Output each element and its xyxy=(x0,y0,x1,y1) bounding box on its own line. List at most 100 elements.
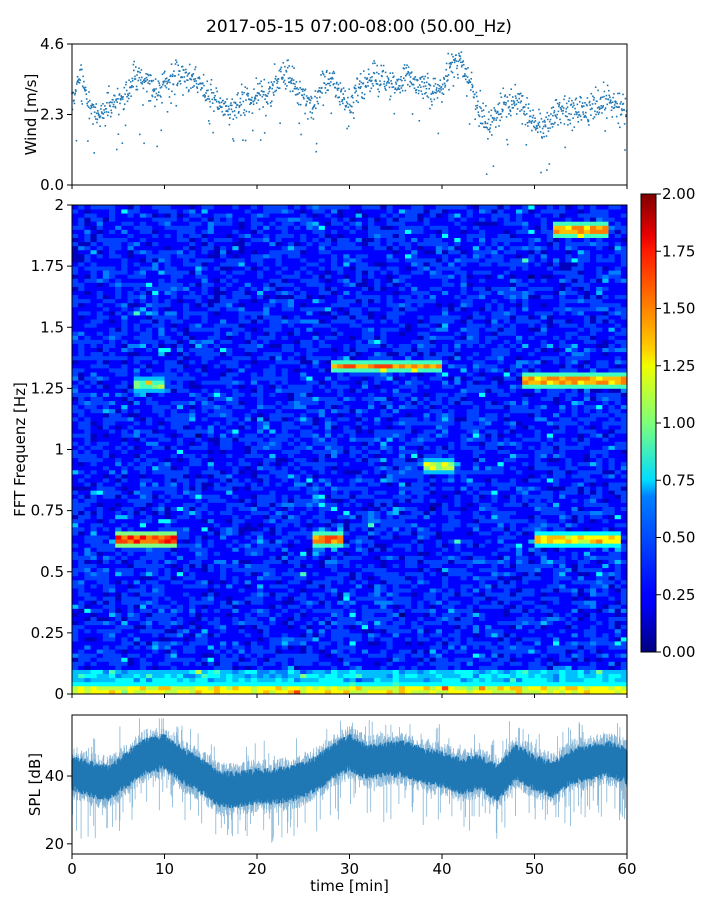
spectrogram-cell xyxy=(609,502,628,506)
spectrogram-cell xyxy=(442,645,449,649)
wind-point xyxy=(243,101,245,103)
spectrogram-cell xyxy=(584,535,609,539)
wind-point xyxy=(542,121,544,123)
spectrogram-cell xyxy=(615,686,622,690)
spectrogram-cell xyxy=(510,454,517,458)
spectrogram-cell xyxy=(306,519,313,523)
spectrogram-cell xyxy=(399,686,406,690)
spectrogram-cell xyxy=(319,653,326,657)
spectrogram-cell xyxy=(177,441,184,445)
spectrogram-cell xyxy=(263,458,276,462)
spectrogram-cell xyxy=(498,641,511,645)
spectrogram-cell xyxy=(177,600,190,604)
spectrogram-cell xyxy=(189,486,196,490)
spectrogram-cell xyxy=(294,625,301,629)
spectrogram-cell xyxy=(152,576,159,580)
wind-point xyxy=(316,143,318,145)
wind-point xyxy=(348,106,350,108)
spectrogram-cell xyxy=(590,657,597,661)
spectrogram-cell xyxy=(572,580,597,584)
spectrogram-cell xyxy=(115,621,122,625)
spectrogram-cell xyxy=(140,613,147,617)
spectrogram-cell xyxy=(541,441,548,445)
spectrogram-cell xyxy=(368,547,375,551)
spectrogram-cell xyxy=(473,600,480,604)
spectrogram-cell xyxy=(417,515,424,519)
spectrogram-cell xyxy=(251,600,264,604)
spectrogram-cell xyxy=(528,613,547,617)
spectrogram-cell xyxy=(84,588,103,592)
spectrogram-cell xyxy=(399,670,406,674)
spectrogram-cell xyxy=(350,445,357,449)
spectrogram-cell xyxy=(541,535,548,539)
spectrogram-cell xyxy=(350,564,357,568)
spectrogram-cell xyxy=(146,474,165,478)
wind-point xyxy=(235,107,237,109)
spectrogram-cell xyxy=(387,458,394,462)
spectrogram-cell xyxy=(276,498,283,502)
spectrogram-cell xyxy=(442,629,455,633)
spectrogram-cell xyxy=(442,649,449,653)
spectrogram-cell xyxy=(510,572,517,576)
spectrogram-cell xyxy=(306,588,325,592)
spectrogram-cell xyxy=(498,580,505,584)
spectrogram-cell xyxy=(461,637,468,641)
wind-point xyxy=(139,77,141,79)
spectrogram-cell xyxy=(350,502,357,506)
spectrogram-cell xyxy=(380,482,387,486)
wind-point xyxy=(437,97,439,99)
wind-point xyxy=(346,128,348,130)
wind-point xyxy=(486,173,488,175)
spectrogram-cell xyxy=(72,641,122,645)
wind-point xyxy=(184,81,186,83)
spectrogram-cell xyxy=(251,531,264,535)
wind-point xyxy=(99,125,101,127)
spectrogram-cell xyxy=(331,613,338,617)
spectrogram-cell xyxy=(152,445,165,449)
spectrogram-cell xyxy=(479,613,486,617)
spectrogram-cell xyxy=(195,555,208,559)
spectrogram-cell xyxy=(602,653,609,657)
wind-point xyxy=(159,85,161,87)
wind-point xyxy=(539,113,541,115)
spectrogram-cell xyxy=(177,486,184,490)
spectrogram-cell xyxy=(442,494,449,498)
spectrogram-cell xyxy=(602,657,627,661)
spectrogram-cell xyxy=(245,543,252,547)
wind-point xyxy=(352,97,354,99)
spectrogram-cell xyxy=(473,674,480,678)
spectrogram-cell xyxy=(177,560,190,564)
wind-point xyxy=(432,91,434,93)
spectrogram-cell xyxy=(609,637,616,641)
spectrogram-cell xyxy=(621,547,628,551)
spectrogram-cell xyxy=(430,482,437,486)
spectrogram-cell xyxy=(72,531,79,535)
spectrogram-cell xyxy=(177,568,184,572)
spectrogram-cell xyxy=(565,665,572,669)
spectrogram-cell xyxy=(535,645,548,649)
spectrogram-cell xyxy=(510,592,517,596)
wind-point xyxy=(156,146,158,148)
spectrogram-cell xyxy=(596,633,603,637)
spectrogram-cell xyxy=(479,494,486,498)
spectrogram-cell xyxy=(263,637,270,641)
wind-point xyxy=(472,86,474,88)
spectrogram-cell xyxy=(325,564,338,568)
spectrogram-cell xyxy=(78,572,85,576)
spectrogram-cell xyxy=(152,470,189,474)
spectrogram-cell xyxy=(362,543,369,547)
spectrogram-cell xyxy=(313,502,320,506)
spectrogram-cell xyxy=(288,641,301,645)
spectrogram-cell xyxy=(97,649,104,653)
spectrogram-cell xyxy=(417,657,424,661)
spectrogram-cell xyxy=(115,665,122,669)
spectrogram-cell xyxy=(121,555,128,559)
spectrogram-cell xyxy=(547,653,560,657)
spectrogram-cell xyxy=(362,665,381,669)
spectrogram-cell xyxy=(565,527,572,531)
spectrogram-cell xyxy=(417,600,424,604)
spectrogram-cell xyxy=(393,621,406,625)
spectrogram-cell xyxy=(535,625,542,629)
spectrogram-cell xyxy=(232,531,239,535)
spectrogram-cell xyxy=(621,629,628,633)
